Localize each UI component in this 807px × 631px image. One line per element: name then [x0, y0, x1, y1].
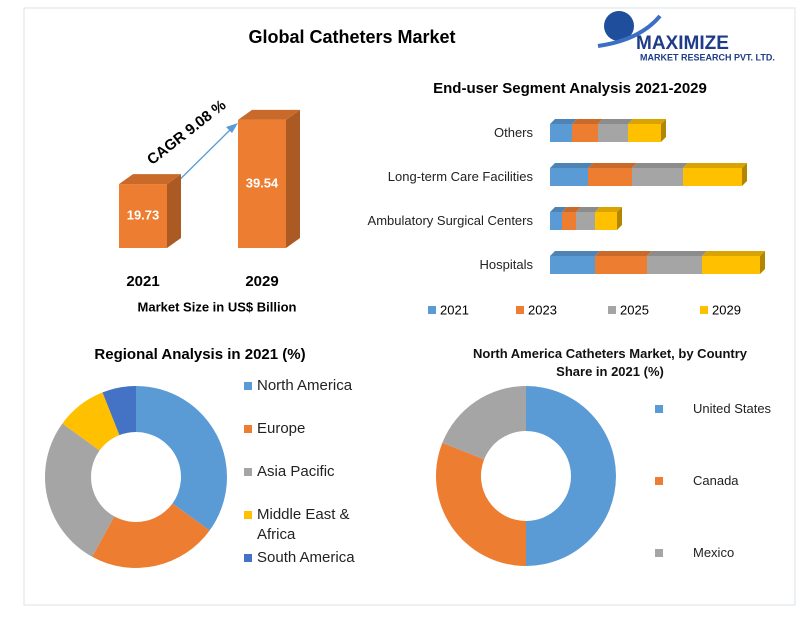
legend-swatch: [608, 306, 616, 314]
bar-top: [598, 119, 633, 124]
bar-top: [595, 251, 652, 256]
chart-title: Regional Analysis in 2021 (%): [94, 346, 305, 363]
legend-swatch: [244, 468, 252, 476]
value-label: 19.73: [127, 207, 160, 222]
legend-label: South America: [257, 549, 355, 566]
y-tick-label: Long-term Care Facilities: [387, 169, 533, 184]
bar-top: [702, 251, 765, 256]
bar: [595, 256, 647, 274]
bar: [595, 212, 617, 230]
logo-tagline: MARKET RESEARCH PVT. LTD.: [640, 52, 775, 62]
y-tick-label: Ambulatory Surgical Centers: [367, 213, 533, 228]
bar-top: [632, 163, 688, 168]
legend-label: Mexico: [693, 545, 735, 560]
legend-swatch: [655, 405, 663, 413]
bar-top: [562, 207, 581, 212]
annotation: CAGR 9.08 %: [144, 97, 229, 169]
arrow-head: [226, 123, 238, 133]
bar-side: [617, 207, 622, 230]
x-tick-label: 2029: [245, 273, 278, 290]
bar-top: [628, 119, 666, 124]
bar: [550, 168, 588, 186]
logo: MAXIMIZE MARKET RESEARCH PVT. LTD.: [597, 11, 775, 62]
legend-swatch: [244, 425, 252, 433]
donut-slice: [136, 386, 227, 531]
legend-label: 2023: [528, 302, 557, 317]
bar-top: [238, 109, 300, 120]
bar-side: [760, 251, 765, 274]
donut-slice: [45, 423, 115, 557]
bar: [588, 168, 632, 186]
bar: [562, 212, 576, 230]
bar-side: [167, 174, 181, 248]
legend-label: Canada: [693, 473, 739, 488]
bar-side: [742, 163, 747, 186]
legend-label: United States: [693, 401, 772, 416]
bar-top: [572, 119, 603, 124]
bar-top: [588, 163, 637, 168]
bar-top: [119, 174, 181, 185]
x-axis-label: Market Size in US$ Billion: [138, 299, 297, 314]
chart-title: Global Catheters Market: [248, 27, 455, 47]
legend-swatch: [244, 554, 252, 562]
donut-slice: [435, 442, 526, 566]
bar-top: [550, 163, 593, 168]
bar: [598, 124, 628, 142]
y-tick-label: Others: [493, 125, 533, 140]
bar-top: [647, 251, 707, 256]
bar-side: [661, 119, 666, 142]
bar-top: [595, 207, 622, 212]
logo-name: MAXIMIZE: [636, 33, 729, 54]
bar: [550, 256, 595, 274]
legend-swatch: [244, 511, 252, 519]
bar: [628, 124, 661, 142]
bar: [572, 124, 598, 142]
legend-label: 2029: [712, 302, 741, 317]
y-tick-label: Hospitals: [479, 257, 533, 272]
bar-top: [550, 119, 577, 124]
chart-title: End-user Segment Analysis 2021-2029: [433, 80, 707, 97]
bar-top: [576, 207, 600, 212]
bar-top: [683, 163, 747, 168]
bar: [632, 168, 683, 186]
bar-side: [286, 109, 300, 248]
legend-swatch: [428, 306, 436, 314]
bar: [576, 212, 595, 230]
bar: [238, 119, 286, 248]
donut-slice: [526, 386, 616, 566]
donut-slice: [442, 386, 526, 460]
legend-label: Asia Pacific: [257, 463, 335, 480]
bar-top: [550, 251, 600, 256]
bar: [647, 256, 702, 274]
bar: [683, 168, 742, 186]
bar: [550, 212, 562, 230]
donut-slice: [92, 503, 210, 568]
donut-slice: [102, 386, 136, 436]
legend-label: Middle East & Africa: [257, 506, 350, 543]
legend-label: 2025: [620, 302, 649, 317]
value-label: 39.54: [246, 175, 279, 190]
logo-globe: [604, 11, 634, 41]
legend-swatch: [655, 477, 663, 485]
frame: [23, 7, 796, 606]
donut-slice: [62, 392, 120, 451]
logo-swoosh: [597, 14, 662, 48]
x-tick-label: 2021: [126, 273, 159, 290]
legend-swatch: [655, 549, 663, 557]
bar-top: [550, 207, 567, 212]
bar: [550, 124, 572, 142]
legend-swatch: [244, 382, 252, 390]
bar: [119, 184, 167, 248]
legend-swatch: [700, 306, 708, 314]
legend-swatch: [516, 306, 524, 314]
bar: [702, 256, 760, 274]
chart-title: North America Catheters Market, by Count…: [472, 346, 748, 379]
legend-label: Europe: [257, 420, 306, 437]
legend-label: 2021: [440, 302, 469, 317]
legend-label: North America: [257, 377, 353, 394]
